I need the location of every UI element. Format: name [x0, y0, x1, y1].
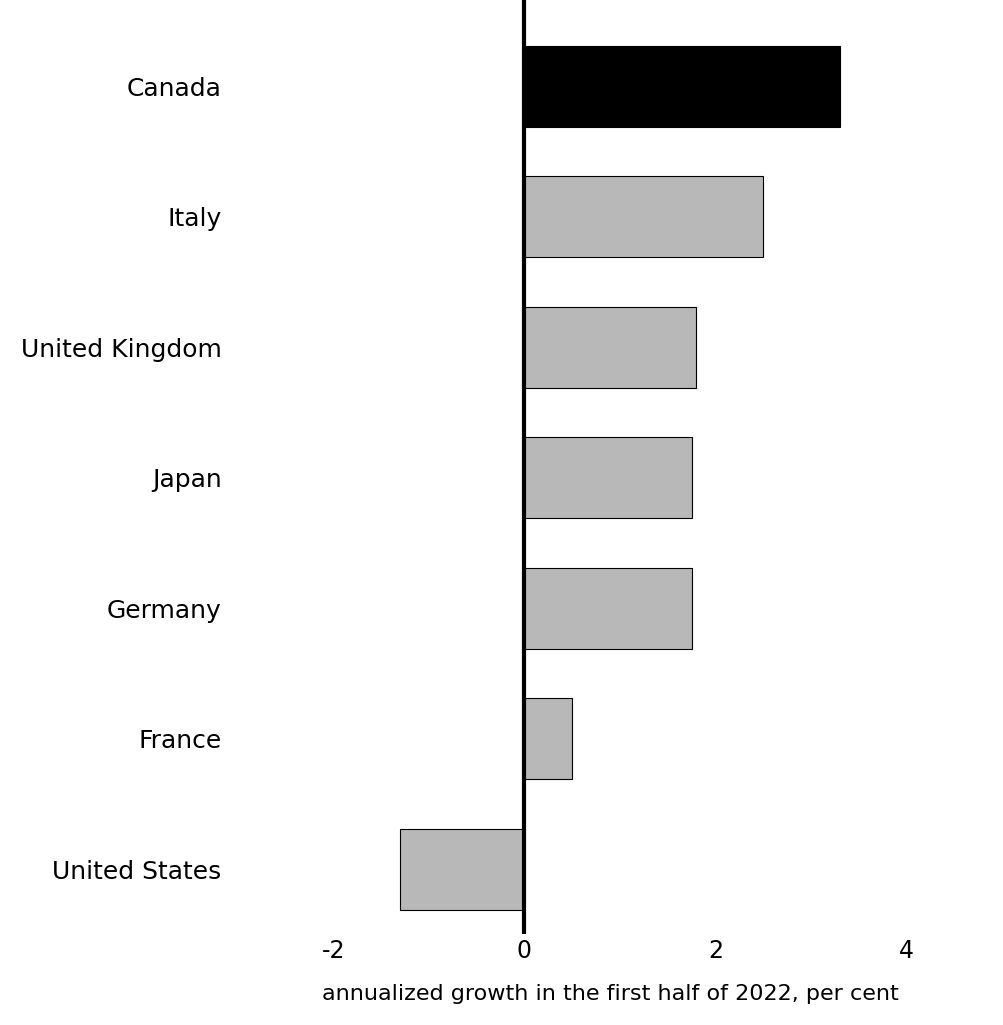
X-axis label: annualized growth in the first half of 2022, per cent: annualized growth in the first half of 2… — [322, 984, 898, 1004]
Bar — [524, 568, 691, 649]
Bar — [400, 829, 524, 909]
Bar — [524, 438, 691, 518]
Bar — [524, 46, 839, 126]
Bar — [524, 698, 572, 779]
Bar — [524, 176, 762, 257]
Bar — [524, 306, 696, 387]
